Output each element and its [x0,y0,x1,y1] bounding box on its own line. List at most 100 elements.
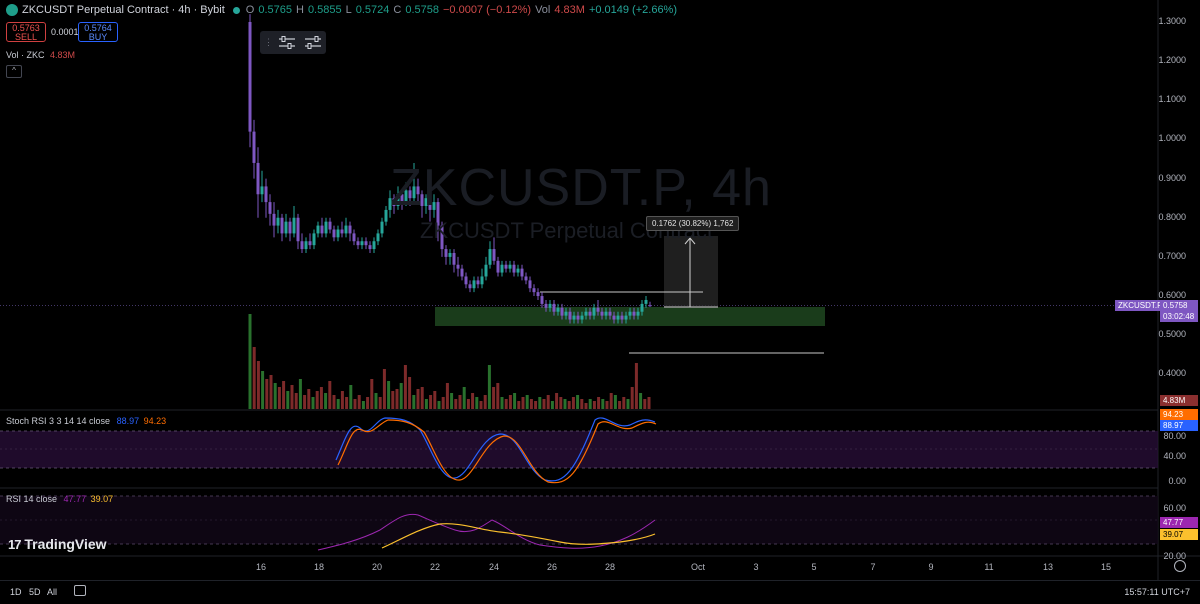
volume-bar [538,397,542,409]
volume-bar [479,401,483,409]
time-tick: 3 [753,562,759,572]
volume-legend[interactable]: Vol · ZKC 4.83M [6,50,75,60]
range-1d-button[interactable]: 1D [10,587,22,597]
candle-body [568,311,572,320]
volume-bar [370,379,374,409]
price-tick: 1.1000 [1158,94,1186,104]
price-tick: 0.6000 [1158,290,1186,300]
spread-value: 0.0001 [51,27,79,37]
stoch-rsi-legend[interactable]: Stoch RSI 3 3 14 14 close 88.97 94.23 [6,416,166,426]
volume-tag: 4.83M [1160,395,1198,406]
volume-bar [424,399,428,409]
candle-body [284,221,288,234]
volume-bar [374,393,378,409]
candle-body [392,198,396,207]
rsi-ma-tag: 39.07 [1160,529,1198,540]
candle-body [308,241,312,246]
volume-bar [382,369,386,409]
volume-bar [433,391,437,409]
volume-bar [303,395,307,409]
candle-body [344,225,348,234]
range-5d-button[interactable]: 5D [29,587,41,597]
volume-bar [349,385,353,409]
volume-bar [458,395,462,409]
candle-body [540,296,544,304]
candle-body [364,241,368,246]
candle-body [604,311,608,316]
time-tick: 26 [546,562,557,572]
volume-bar [294,393,298,409]
drag-handle-icon[interactable]: ⋮ [264,37,273,47]
candle-body [548,303,552,308]
volume-bar [441,397,445,409]
volume-bar [429,395,433,409]
candle-body [596,307,600,312]
clock[interactable]: 15:57:11 UTC+7 [1124,587,1190,597]
last-price-tag: 0.5758 [1160,300,1198,311]
volume-bar [416,389,420,409]
volume-bar [592,401,596,409]
buy-label: BUY [88,32,108,42]
volume-bar [475,397,479,409]
settings-sliders-icon[interactable] [278,35,296,50]
buy-button[interactable]: 0.5764 BUY [78,22,118,42]
volume-bar [454,399,458,409]
volume-bar [576,395,580,409]
candle-body [352,233,356,242]
volume-bar [307,389,311,409]
open-label: O [245,4,255,16]
calendar-icon[interactable] [74,585,86,596]
candle-body [356,241,360,246]
symbol-title[interactable]: ZKCUSDT Perpetual Contract · 4h · Bybit [22,4,225,16]
volume-bar [256,361,260,409]
candle-body [488,249,492,265]
candle-body [292,217,296,234]
volume-bar [605,401,609,409]
candle-body [516,268,520,273]
rsi-band [0,496,1158,544]
sell-button[interactable]: 0.5763 SELL [6,22,46,42]
candle-body [572,315,576,320]
price-tick: 1.0000 [1158,133,1186,143]
volume-bar [408,377,412,409]
price-tick: 1.3000 [1158,16,1186,26]
collapse-chevron-icon[interactable]: ^ [6,65,22,78]
candle-body [584,311,588,316]
symbol-price-tag: ZKCUSDT.P [1115,300,1166,311]
volume-bar [504,399,508,409]
candle-body [492,249,496,261]
chart-header: ZKCUSDT Perpetual Contract · 4h · Bybit … [6,4,677,16]
volume-bar [311,397,315,409]
candle-body [520,268,524,277]
rsi-value: 47.77 [63,494,87,504]
tradingview-logo[interactable]: 17 TradingView [8,536,107,552]
volume-bar [269,375,273,409]
candle-body [632,311,636,316]
price-tick: 0.4000 [1158,368,1186,378]
candle-body [332,229,336,238]
rsi-legend[interactable]: RSI 14 close 47.77 39.07 [6,494,113,504]
volume-bar [508,395,512,409]
filter-sliders-icon[interactable] [304,35,322,50]
price-tick: 1.2000 [1158,55,1186,65]
volume-bar [290,385,294,409]
candle-body [336,229,340,238]
candle-body [416,186,420,195]
settings-gear-icon[interactable] [1174,560,1186,572]
candle-body [380,221,384,234]
volume-bar [643,399,647,409]
candle-body [636,311,640,316]
vol-value: 4.83M [554,4,585,16]
candle-body [288,221,292,234]
volume-bar [529,399,533,409]
drawing-toolbar[interactable]: ⋮ [260,31,326,54]
volume-bar [584,403,588,409]
volume-bar [391,391,395,409]
candle-body [644,299,648,304]
volume-bar [395,389,399,409]
range-all-button[interactable]: All [47,587,58,597]
time-tick: 9 [928,562,934,572]
stoch-axis-tick: 40.00 [1163,451,1186,461]
price-tick: 0.5000 [1158,329,1186,339]
